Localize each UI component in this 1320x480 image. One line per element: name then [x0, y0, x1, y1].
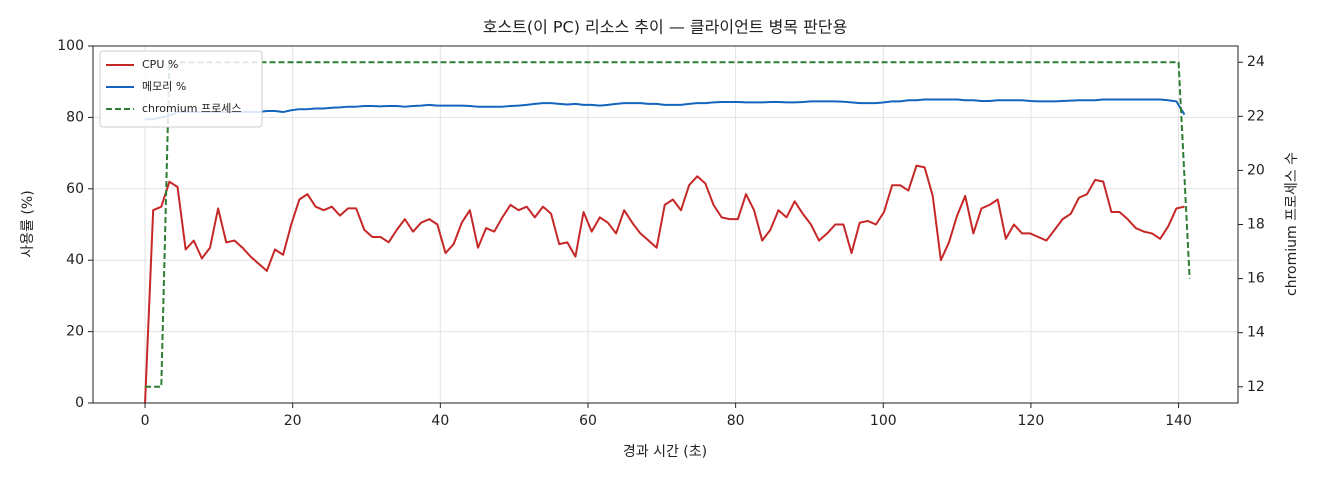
- legend-box: [99, 50, 263, 128]
- data-line: [145, 98, 1186, 121]
- legend-label: 메모리 %: [142, 80, 186, 93]
- y2-tick-label: 12: [1247, 379, 1265, 395]
- x-tick-label: 140: [1165, 413, 1192, 429]
- chart-title: 호스트(이 PC) 리소스 추이 — 클라이언트 병목 판단용: [483, 18, 848, 37]
- data-line: [144, 164, 1185, 404]
- x-tick-label: 60: [579, 413, 597, 429]
- x-tick-label: 120: [1018, 413, 1045, 429]
- y-tick-label: 60: [66, 181, 84, 197]
- x-tick-label: 20: [284, 413, 302, 429]
- y2-tick-label: 16: [1247, 271, 1265, 287]
- y2-tick-label: 22: [1247, 108, 1265, 124]
- legend-label: CPU %: [142, 58, 178, 71]
- data-line: [145, 61, 1191, 388]
- x-tick-label: 80: [727, 413, 745, 429]
- x-axis-label: 경과 시간 (초): [623, 444, 707, 460]
- x-tick-label: 0: [141, 413, 150, 429]
- x-tick-label: 100: [870, 413, 897, 429]
- x-tick-label: 40: [431, 413, 449, 429]
- y2-tick-label: 20: [1247, 162, 1265, 178]
- y2-tick-label: 18: [1247, 217, 1265, 233]
- legend: CPU % 메모리 % chromium 프로세스: [99, 50, 263, 128]
- y2-tick-label: 14: [1247, 325, 1265, 341]
- y-axis-label: 사용률 (%): [20, 190, 36, 257]
- y2-axis-label: chromium 프로세스 수: [1284, 152, 1300, 296]
- plot-frame: [92, 45, 1239, 404]
- y-tick-label: 0: [75, 395, 84, 411]
- y-tick-label: 80: [66, 109, 84, 125]
- y-tick-label: 100: [57, 38, 84, 54]
- y-tick-label: 40: [66, 252, 84, 268]
- y2-tick-label: 24: [1247, 54, 1265, 70]
- y-tick-label: 20: [66, 324, 84, 340]
- legend-label: chromium 프로세스: [142, 102, 241, 115]
